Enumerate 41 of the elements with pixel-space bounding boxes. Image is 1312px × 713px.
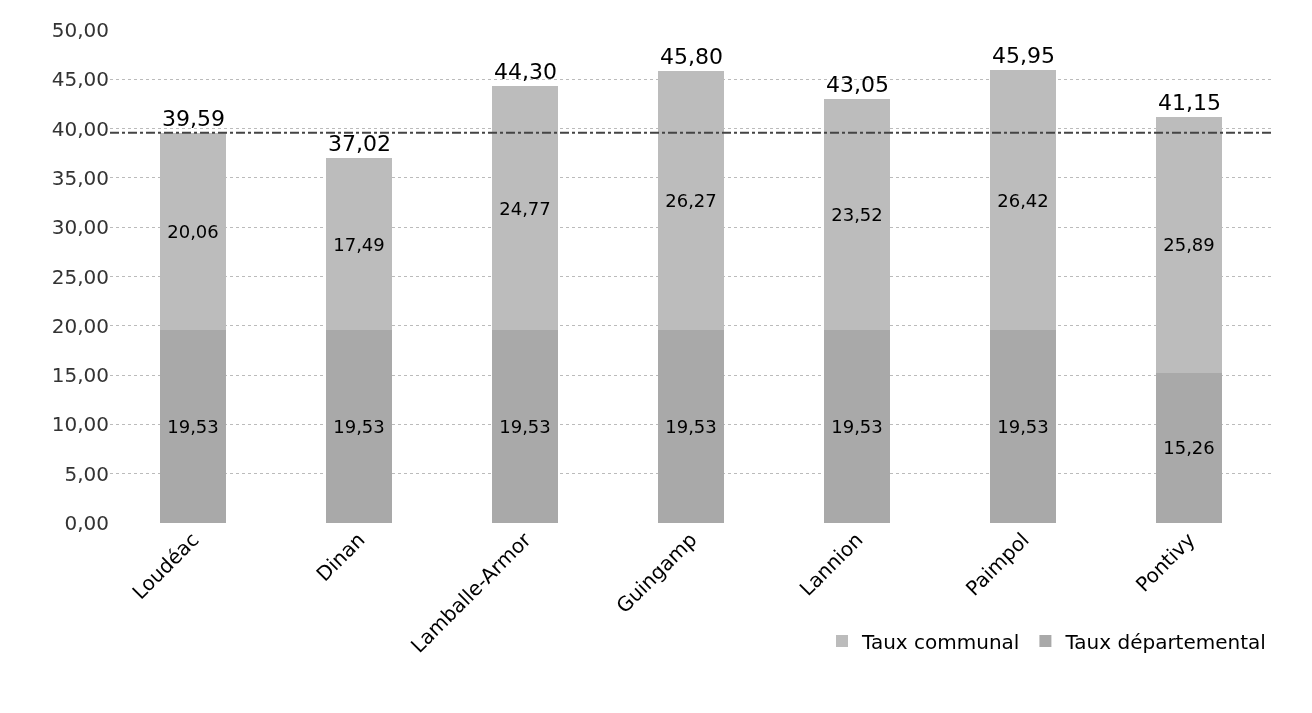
bar — [657, 330, 725, 523]
data-label: 24,77 — [499, 197, 551, 219]
y-tick-label: 10,00 — [51, 412, 109, 437]
data-label: 19,53 — [665, 416, 717, 438]
total-label: 37,02 — [328, 131, 391, 156]
data-label: 15,26 — [1163, 437, 1215, 459]
data-label: 19,53 — [997, 416, 1049, 438]
data-label: 25,89 — [1163, 234, 1215, 256]
y-tick-label: 35,00 — [51, 165, 109, 190]
y-tick-label: 45,00 — [51, 67, 109, 92]
data-label: 19,53 — [499, 416, 551, 438]
data-label: 19,53 — [167, 416, 219, 438]
y-tick-label: 50,00 — [51, 18, 109, 42]
bar — [823, 330, 891, 523]
legend-label: Taux départemental — [1064, 629, 1266, 654]
y-tick-label: 30,00 — [51, 215, 109, 240]
y-tick-label: 20,00 — [51, 313, 109, 338]
bar — [325, 330, 393, 523]
total-label: 44,30 — [494, 59, 557, 84]
bar — [491, 330, 559, 523]
data-label: 26,27 — [665, 190, 717, 212]
total-label: 41,15 — [1158, 90, 1221, 115]
total-label: 45,95 — [992, 43, 1055, 68]
data-label: 23,52 — [831, 203, 883, 225]
data-label: 19,53 — [831, 416, 883, 438]
y-tick-label: 25,00 — [51, 264, 109, 289]
y-tick-label: 0,00 — [64, 511, 109, 535]
data-label: 17,49 — [333, 233, 385, 255]
data-label: 19,53 — [333, 416, 385, 438]
data-label: 20,06 — [167, 221, 219, 243]
total-label: 39,59 — [162, 106, 225, 131]
y-tick-label: 15,00 — [51, 363, 109, 388]
bar — [989, 330, 1057, 523]
data-label: 26,42 — [997, 189, 1049, 211]
total-label: 45,80 — [660, 44, 723, 69]
bar — [159, 330, 227, 523]
total-label: 43,05 — [826, 72, 889, 97]
y-tick-label: 5,00 — [64, 461, 109, 486]
y-tick-label: 40,00 — [51, 116, 109, 141]
legend-label: Taux communal — [861, 629, 1020, 654]
bar — [1155, 372, 1223, 523]
